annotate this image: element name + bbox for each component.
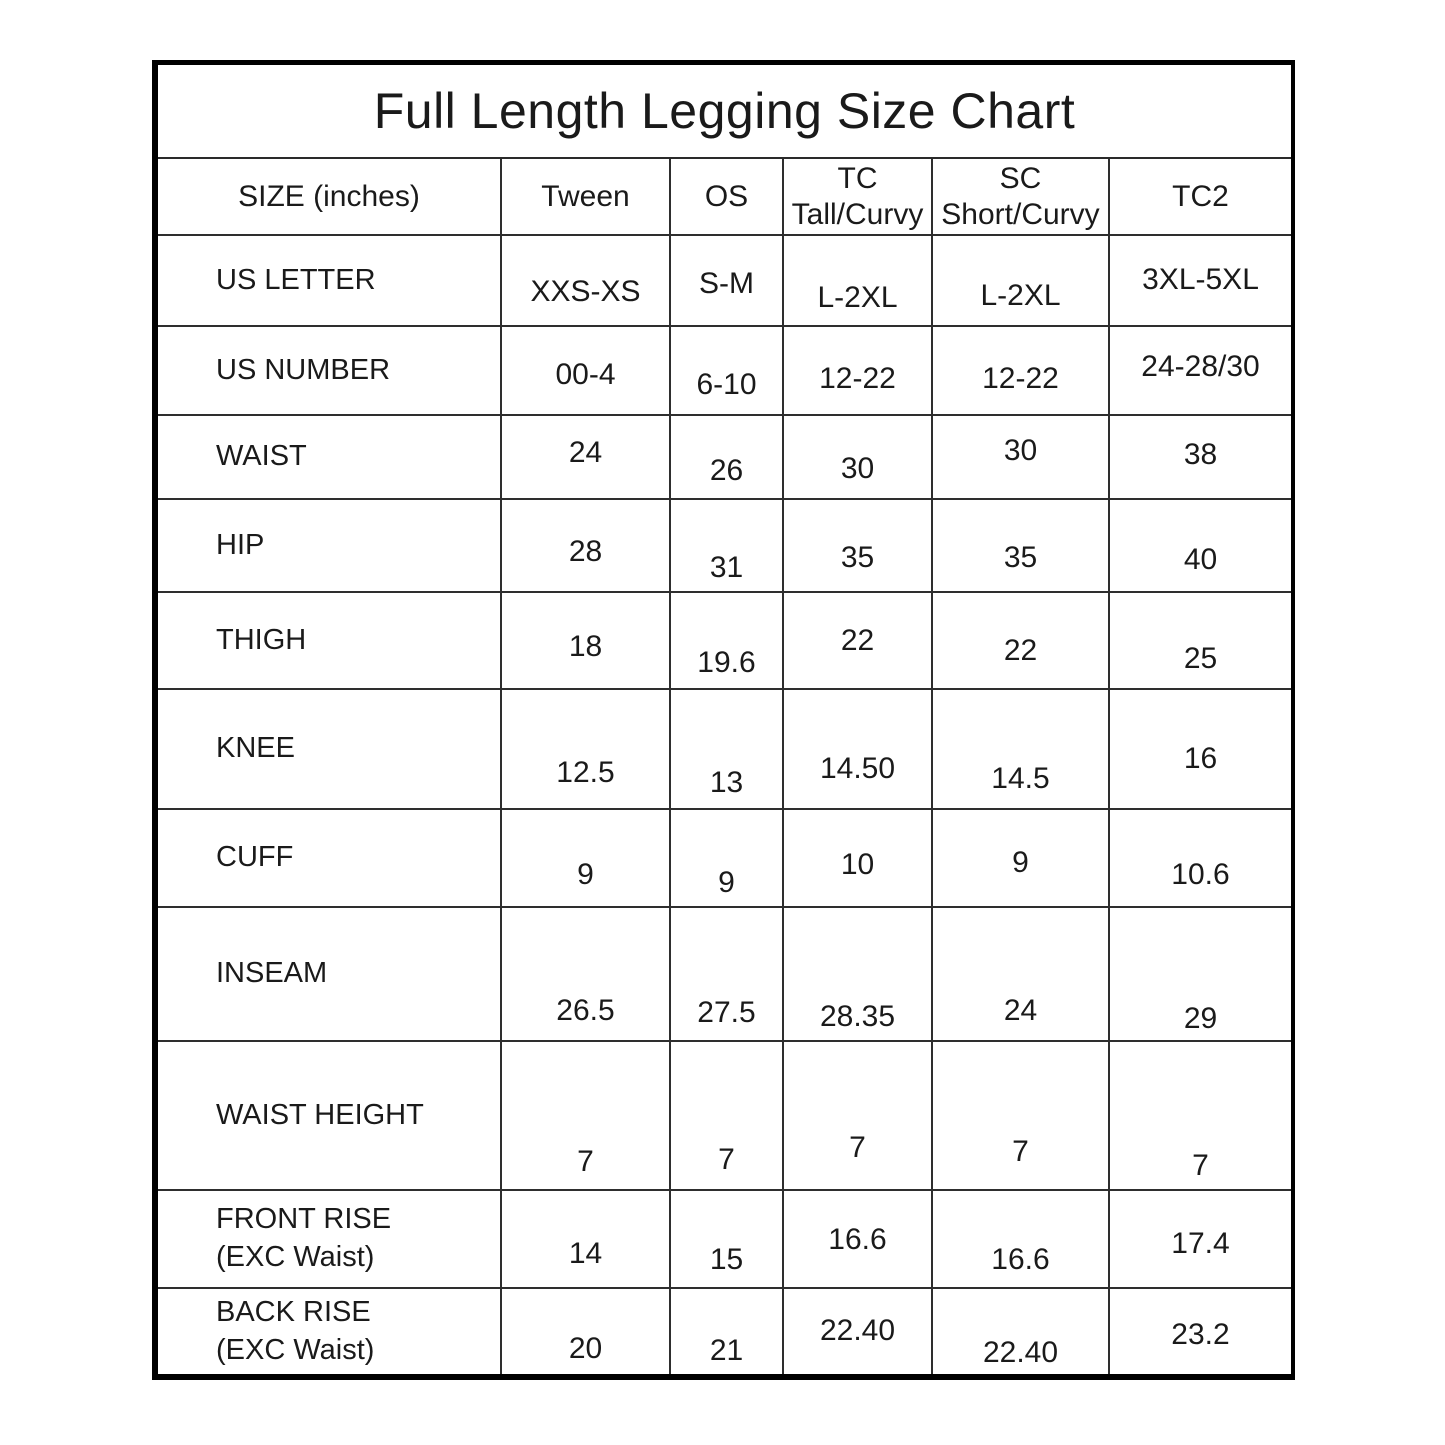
cell-value: S-M (671, 236, 784, 327)
cell-value: 18 (502, 593, 671, 690)
cell-value: 28.35 (784, 908, 933, 1042)
cell-value: 26.5 (502, 908, 671, 1042)
cell-value: 30 (933, 416, 1110, 500)
cell-value: 00-4 (502, 327, 671, 416)
row-label: HIP (158, 500, 502, 593)
cell-value: 7 (1110, 1042, 1291, 1191)
cell-value: 7 (502, 1042, 671, 1191)
cell-value: 12.5 (502, 690, 671, 810)
column-header: TC2 (1110, 159, 1291, 236)
cell-value: 22.40 (784, 1289, 933, 1374)
row-label: US LETTER (158, 236, 502, 327)
cell-value: 7 (933, 1042, 1110, 1191)
cell-value: 16.6 (933, 1191, 1110, 1289)
cell-value: XXS-XS (502, 236, 671, 327)
cell-value: 10.6 (1110, 810, 1291, 908)
row-label: US NUMBER (158, 327, 502, 416)
size-table-grid: SIZE (inches) Tween OS TC Tall/Curvy SC Short/… (158, 159, 1291, 1374)
column-header: SC Short/Curvy (933, 159, 1110, 236)
cell-value: 22 (784, 593, 933, 690)
column-header: OS (671, 159, 784, 236)
cell-value: 7 (671, 1042, 784, 1191)
cell-value: 30 (784, 416, 933, 500)
cell-value: 14.5 (933, 690, 1110, 810)
cell-value: 14.50 (784, 690, 933, 810)
cell-value: 12-22 (784, 327, 933, 416)
cell-value: 12-22 (933, 327, 1110, 416)
cell-value: 3XL-5XL (1110, 236, 1291, 327)
cell-value: 9 (671, 810, 784, 908)
cell-value: 7 (784, 1042, 933, 1191)
row-label: CUFF (158, 810, 502, 908)
cell-value: 35 (933, 500, 1110, 593)
cell-value: 13 (671, 690, 784, 810)
cell-value: 22 (933, 593, 1110, 690)
cell-value: 25 (1110, 593, 1291, 690)
cell-value: 6-10 (671, 327, 784, 416)
cell-value: 27.5 (671, 908, 784, 1042)
row-label: BACK RISE (EXC Waist) (158, 1289, 502, 1374)
size-header-cell: SIZE (inches) (158, 159, 502, 236)
cell-value: 26 (671, 416, 784, 500)
cell-value: 35 (784, 500, 933, 593)
cell-value: 16 (1110, 690, 1291, 810)
cell-value: 14 (502, 1191, 671, 1289)
cell-value: 10 (784, 810, 933, 908)
cell-value: 9 (502, 810, 671, 908)
chart-title: Full Length Legging Size Chart (158, 65, 1291, 159)
cell-value: 31 (671, 500, 784, 593)
cell-value: 16.6 (784, 1191, 933, 1289)
column-header: TC Tall/Curvy (784, 159, 933, 236)
row-label: WAIST HEIGHT (158, 1042, 502, 1191)
cell-value: 20 (502, 1289, 671, 1374)
cell-value: 19.6 (671, 593, 784, 690)
cell-value: L-2XL (784, 236, 933, 327)
cell-value: 28 (502, 500, 671, 593)
row-label: WAIST (158, 416, 502, 500)
cell-value: L-2XL (933, 236, 1110, 327)
cell-value: 40 (1110, 500, 1291, 593)
cell-value: 21 (671, 1289, 784, 1374)
cell-value: 22.40 (933, 1289, 1110, 1374)
cell-value: 9 (933, 810, 1110, 908)
cell-value: 24 (933, 908, 1110, 1042)
column-header: Tween (502, 159, 671, 236)
cell-value: 29 (1110, 908, 1291, 1042)
row-label: THIGH (158, 593, 502, 690)
row-label: INSEAM (158, 908, 502, 1042)
row-label: KNEE (158, 690, 502, 810)
cell-value: 23.2 (1171, 1318, 1230, 1351)
cell-value: 24 (502, 416, 671, 500)
cell-value: 15 (671, 1191, 784, 1289)
cell-value: 17.4 (1110, 1191, 1291, 1289)
size-chart-table: Full Length Legging Size Chart SIZE (inc… (152, 60, 1295, 1380)
row-label: FRONT RISE (EXC Waist) (158, 1191, 502, 1289)
cell-value: 24-28/30 (1110, 327, 1291, 416)
cell-value: 38 (1110, 416, 1291, 500)
